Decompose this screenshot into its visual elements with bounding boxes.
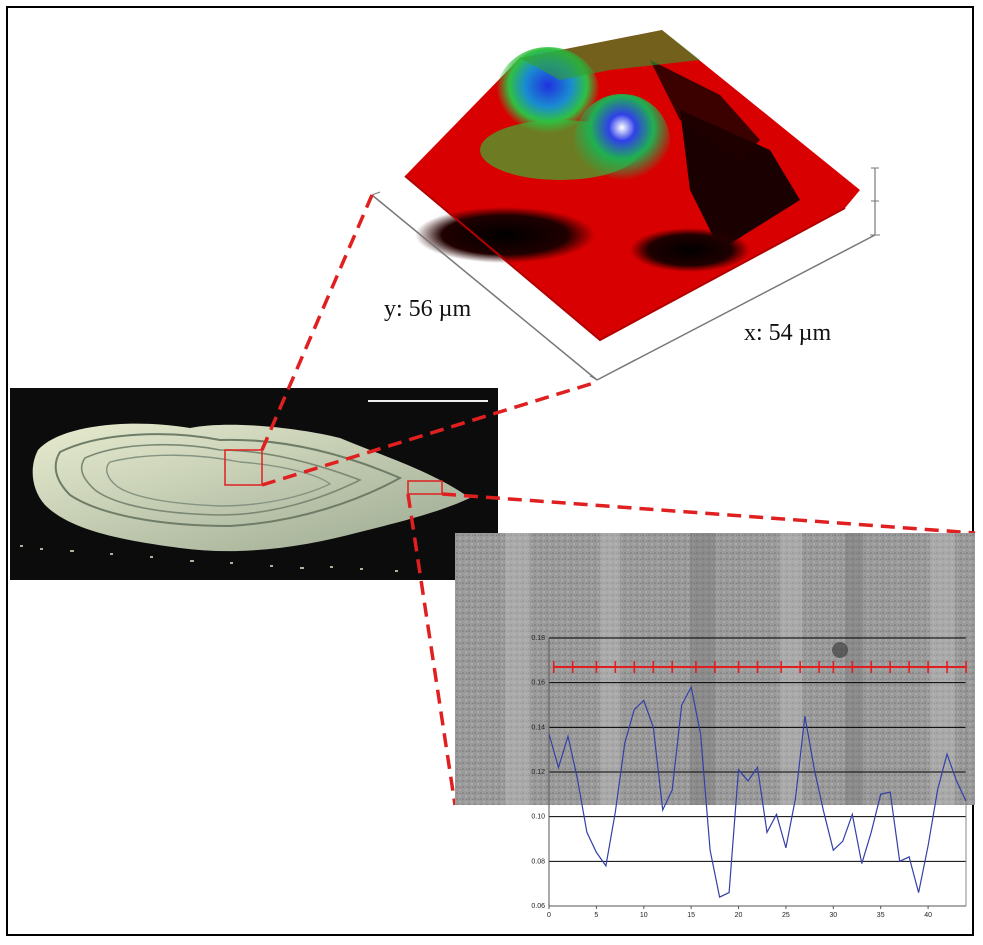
x-tick-label: 20 bbox=[735, 912, 743, 919]
x-tick-label: 5 bbox=[594, 912, 598, 919]
y-tick-label: 0.12 bbox=[531, 769, 545, 776]
surface-green-ridge bbox=[520, 30, 700, 80]
x-tick-label: 35 bbox=[877, 912, 885, 919]
x-tick-label: 15 bbox=[687, 912, 695, 919]
y-tick-label: 0.06 bbox=[531, 903, 545, 910]
x-tick-label: 30 bbox=[829, 912, 837, 919]
y-axis-line bbox=[371, 194, 598, 381]
surface-dark-right bbox=[680, 110, 800, 250]
x-tick-label: 10 bbox=[640, 912, 648, 919]
plot-area-lower bbox=[549, 805, 966, 906]
y-tick-label: 0.14 bbox=[531, 724, 545, 731]
speckles bbox=[20, 545, 398, 572]
surface-3d-plot: y: 56 µm x: 54 µm bbox=[371, 30, 880, 381]
y-tick-label: 0.16 bbox=[531, 680, 545, 687]
x-axis-label: x: 54 µm bbox=[744, 320, 831, 346]
x-tick-label: 25 bbox=[782, 912, 790, 919]
x-tick-label: 40 bbox=[924, 912, 932, 919]
otolith-photo bbox=[10, 388, 498, 580]
y-axis-label: y: 56 µm bbox=[384, 296, 471, 322]
selection-box-profile bbox=[407, 480, 443, 495]
x-axis-line bbox=[596, 234, 876, 381]
profile-chart: 0.06 0.08 0.10 0.12 0.14 0.16 0.18 0 5 10 15 20 25 30… bbox=[531, 635, 967, 919]
y-tick-label: 0.18 bbox=[531, 635, 545, 642]
x-tick-label: 0 bbox=[547, 912, 551, 919]
y-tick-label: 0.08 bbox=[531, 858, 545, 865]
surface-dark-ridge bbox=[650, 60, 760, 160]
zoom-connectors bbox=[260, 194, 976, 806]
series-line bbox=[548, 685, 967, 898]
y-tick-label: 0.10 bbox=[531, 814, 545, 821]
otolith-ring-1 bbox=[54, 433, 403, 528]
surface-dark-valley bbox=[415, 207, 595, 263]
otolith-ring-3 bbox=[106, 454, 332, 507]
selection-box-surface bbox=[224, 449, 263, 486]
surface-dark-patch bbox=[630, 228, 750, 272]
surface-front-edge bbox=[404, 175, 846, 342]
surface-peak-2 bbox=[574, 94, 670, 190]
otolith-ring-2 bbox=[80, 443, 362, 516]
